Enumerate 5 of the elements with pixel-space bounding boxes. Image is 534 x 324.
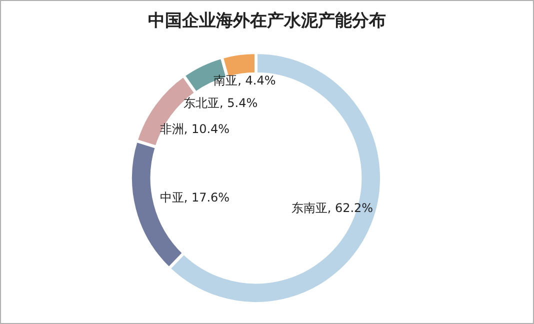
slice-label: 东南亚, 62.2% (291, 200, 374, 215)
chart-title: 中国企业海外在产水泥产能分布 (147, 10, 387, 32)
slice-label: 中亚, 17.6% (160, 190, 230, 205)
slice-label: 东北亚, 5.4% (183, 96, 258, 110)
slice-label: 非洲, 10.4% (160, 122, 230, 136)
